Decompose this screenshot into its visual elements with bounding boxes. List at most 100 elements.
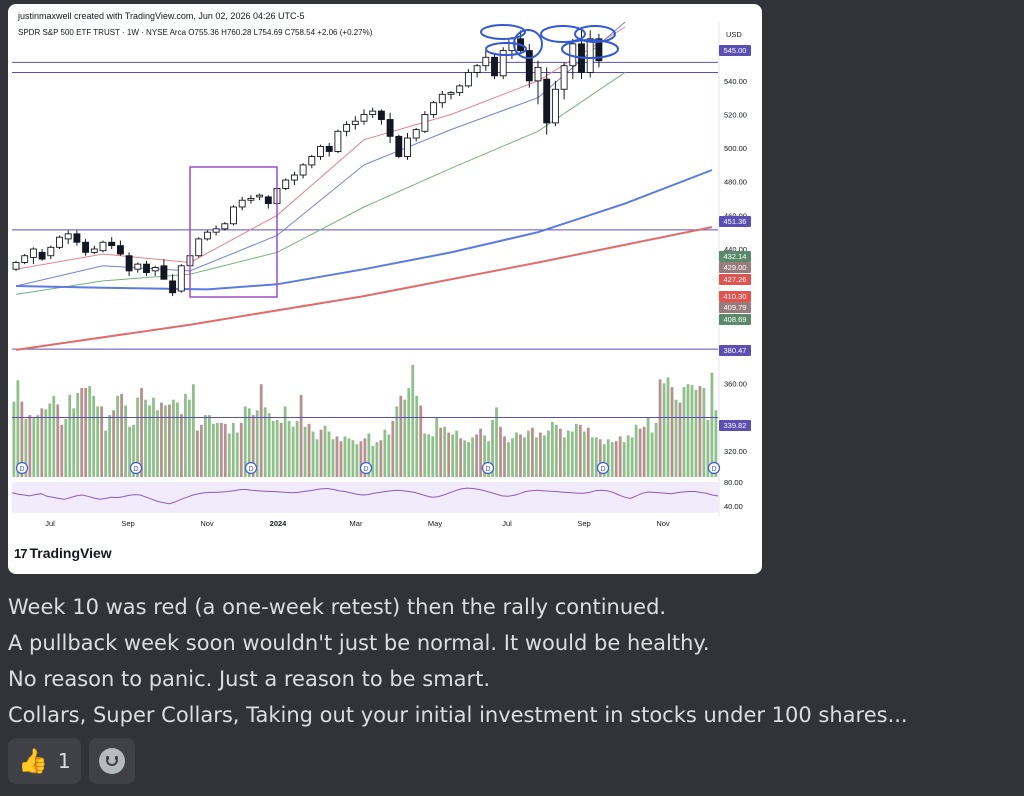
volume-bar [495,407,498,477]
volume-bar [455,430,459,477]
volume-bar [211,423,215,477]
volume-bar [195,430,199,477]
volume-bar [140,388,143,477]
volume-bar [136,397,139,477]
reaction-thumbs-up[interactable]: 👍 1 [8,738,81,784]
volume-bar [231,422,235,477]
volume-bar [371,446,375,477]
volume-bar [172,399,175,477]
candle-up [238,199,246,208]
x-tick-label: Jul [502,519,512,528]
message-line-4: Collars, Super Collars, Taking out your … [8,703,908,727]
candle-up [560,65,568,90]
candle-up [12,262,20,270]
annotation-ellipse [480,24,526,40]
candle-up [317,145,324,157]
candle-down [38,251,46,260]
volume-bar [499,426,502,477]
volume-bar [467,442,471,477]
volume-bar [168,404,171,477]
y-tick-label: 460.00 [724,211,747,220]
y-tick-label: 500.00 [724,144,747,153]
annotation-ellipse [513,29,543,59]
candle-down [491,56,498,77]
price-badge [719,345,751,356]
message-line-2: A pullback week soon wouldn't just be no… [8,631,710,655]
volume-bar [311,431,315,477]
candle-up [151,267,159,272]
candle-up [473,65,481,73]
volume-bar [475,434,478,477]
volume-bar [176,402,179,477]
candle-down [73,233,81,243]
volume-bar [68,394,72,477]
volume-bar [223,423,227,477]
dividend-marker-icon [359,461,373,475]
x-tick-label: Nov [200,519,214,528]
add-reaction-icon [98,748,125,774]
volume-bar [96,406,100,477]
dividend-marker-label: D [19,466,24,473]
volume-bar [72,408,76,477]
volume-bar [618,436,622,477]
volume-bar [199,424,203,477]
add-reaction-button[interactable] [88,738,135,784]
volume-bar [403,399,407,477]
volume-bar [626,435,630,477]
volume-bar [88,386,92,477]
volume-bar [295,420,299,477]
candle-up [90,248,98,253]
price-badge [719,302,751,313]
reaction-count: 1 [57,749,71,773]
dividend-marker-icon [15,461,29,475]
candle-up [47,246,55,257]
volume-bar [227,433,231,477]
volume-bar [546,430,550,477]
price-badge [719,45,751,56]
volume-bar [447,432,451,477]
candle-up [551,88,559,124]
dividend-marker-icon [129,461,143,475]
price-badge-label: 451.36 [724,217,747,226]
x-tick-label: Mar [350,519,363,528]
volume-bar [582,431,586,477]
dividend-marker-icon [707,461,721,475]
moving-average-line [15,169,713,291]
candle-down [82,241,90,253]
candle-up [447,92,455,95]
candle-up [212,228,220,233]
dividend-marker-label: D [248,466,253,473]
candle-up [203,231,211,240]
volume-bar [646,417,650,477]
volume-bar [367,433,371,477]
x-tick-label: Nov [656,519,670,528]
volume-bar [116,395,119,477]
volume-bar [439,427,443,477]
volume-bar [275,419,279,477]
volume-bar [36,415,40,477]
volume-bar [503,436,506,477]
thumbs-up-icon: 👍 [18,747,48,775]
moving-average-line [15,26,626,270]
candle-up [247,198,255,201]
candle-down [264,196,272,205]
volume-bar [554,424,558,477]
volume-bar [287,420,291,477]
candle-up [230,206,237,225]
candle-up [421,114,429,132]
candle-up [586,38,594,73]
volume-bar [315,439,319,477]
volume-bar [255,410,259,477]
volume-bar [535,437,538,477]
candle-down [160,265,168,280]
volume-bar [519,434,522,477]
candle-down [543,78,551,124]
price-badge-label: 427.26 [724,275,747,284]
candle-up [464,71,472,87]
volume-bar [128,426,131,477]
volume-bar [395,406,399,477]
candle-up [256,194,264,198]
volume-bar [303,426,307,477]
volume-bar [586,427,590,477]
dividend-marker-label: D [711,466,716,473]
